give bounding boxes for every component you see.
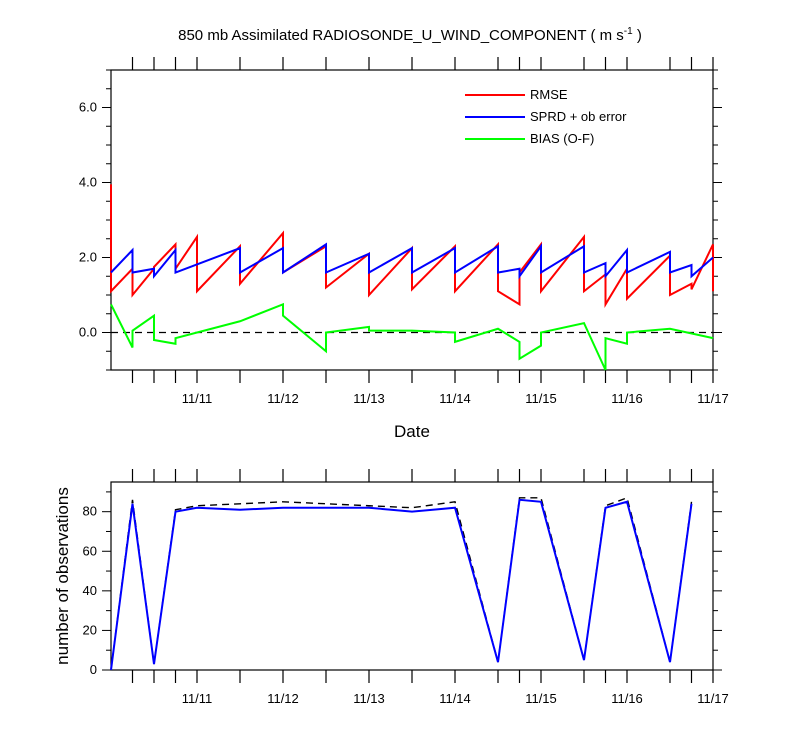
top-ytick-label: 6.0 — [79, 100, 97, 115]
bottom-ytick-label: 80 — [83, 504, 97, 519]
series-line-bias-o-f — [110, 302, 714, 371]
top-xtick-label: 11/16 — [611, 391, 643, 406]
bottom-xtick-label: 11/11 — [182, 691, 213, 706]
bottom-xtick-label: 11/12 — [267, 691, 299, 706]
bottom-ytick-label: 0 — [90, 662, 97, 677]
bottom-xtick-label: 11/17 — [697, 691, 729, 706]
obs-line-assimilated — [110, 498, 693, 671]
bottom-y-axis-title: number of observations — [53, 487, 72, 665]
bottom-y-axis: 0 20 40 60 80 — [83, 491, 722, 677]
top-xtick-label: 11/13 — [353, 391, 385, 406]
top-xtick-label: 11/12 — [267, 391, 299, 406]
series-line-sprd-ob-error — [110, 242, 714, 280]
bottom-ytick-label: 40 — [83, 583, 97, 598]
title-main: 850 mb Assimilated RADIOSONDE_U_WIND_COM… — [178, 27, 624, 44]
top-xtick-label: 11/14 — [439, 391, 471, 406]
bottom-xtick-label: 11/14 — [439, 691, 471, 706]
bottom-ytick-label: 60 — [83, 543, 97, 558]
top-xtick-label: 11/15 — [525, 391, 557, 406]
bottom-ytick-label: 20 — [83, 622, 97, 637]
x-axis-title: Date — [394, 422, 430, 441]
legend-label: SPRD + ob error — [530, 109, 627, 124]
legend-label: RMSE — [530, 87, 568, 102]
top-ytick-label: 4.0 — [79, 175, 97, 190]
bottom-xtick-label: 11/13 — [353, 691, 385, 706]
legend: RMSE SPRD + ob error BIAS (O-F) — [465, 87, 627, 146]
top-series-group — [110, 184, 714, 371]
top-y-axis: 0.0 2.0 4.0 6.0 — [79, 69, 722, 371]
top-xtick-label: 11/17 — [697, 391, 729, 406]
bottom-series-group — [110, 496, 693, 671]
legend-label: BIAS (O-F) — [530, 131, 594, 146]
bottom-x-axis: 11/11 11/12 11/13 11/14 11/15 11/16 11/17 — [131, 469, 729, 706]
top-x-axis: 11/11 11/12 11/13 11/14 11/15 11/16 11/17 — [131, 57, 729, 406]
bottom-plot-frame — [110, 481, 714, 671]
top-chart-title: 850 mb Assimilated RADIOSONDE_U_WIND_COM… — [178, 26, 642, 44]
bottom-xtick-label: 11/16 — [611, 691, 643, 706]
title-end: ) — [633, 27, 642, 44]
top-ytick-label: 2.0 — [79, 250, 97, 265]
obs-line-possible — [110, 496, 693, 671]
bottom-xtick-label: 11/15 — [525, 691, 557, 706]
series-line-rmse — [110, 184, 714, 308]
title-superscript: -1 — [624, 26, 633, 37]
top-ytick-label: 0.0 — [79, 325, 97, 340]
top-xtick-label: 11/11 — [182, 391, 213, 406]
